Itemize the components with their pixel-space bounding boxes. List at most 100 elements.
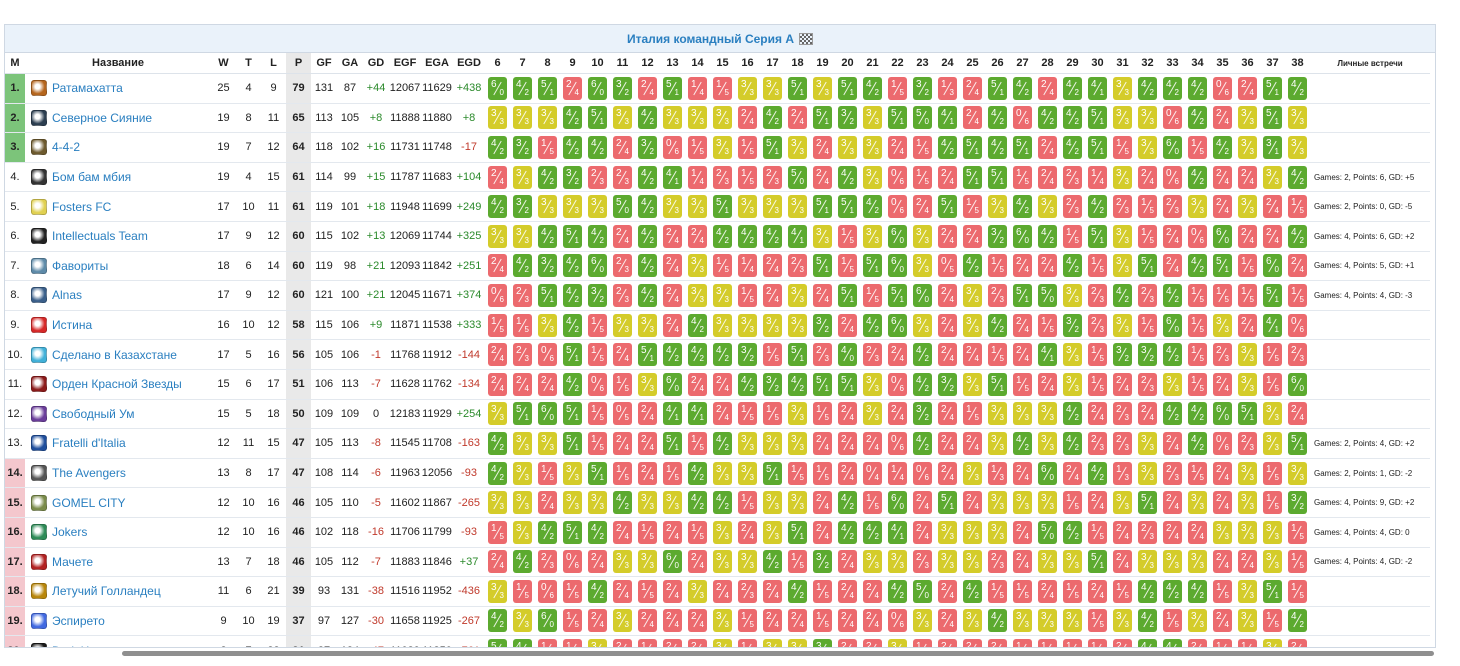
col-wins[interactable]: W xyxy=(211,53,236,74)
team-link[interactable]: Фавориты xyxy=(52,259,108,273)
match-result-badge[interactable]: 24 xyxy=(613,639,632,647)
col-round[interactable]: 36 xyxy=(1235,53,1260,74)
match-result-badge[interactable]: 33 xyxy=(588,639,607,647)
col-round[interactable]: 19 xyxy=(810,53,835,74)
match-result-badge[interactable]: 15 xyxy=(638,639,657,647)
match-result-badge[interactable]: 41 xyxy=(1163,639,1182,647)
col-ega[interactable]: EGA xyxy=(421,53,453,74)
